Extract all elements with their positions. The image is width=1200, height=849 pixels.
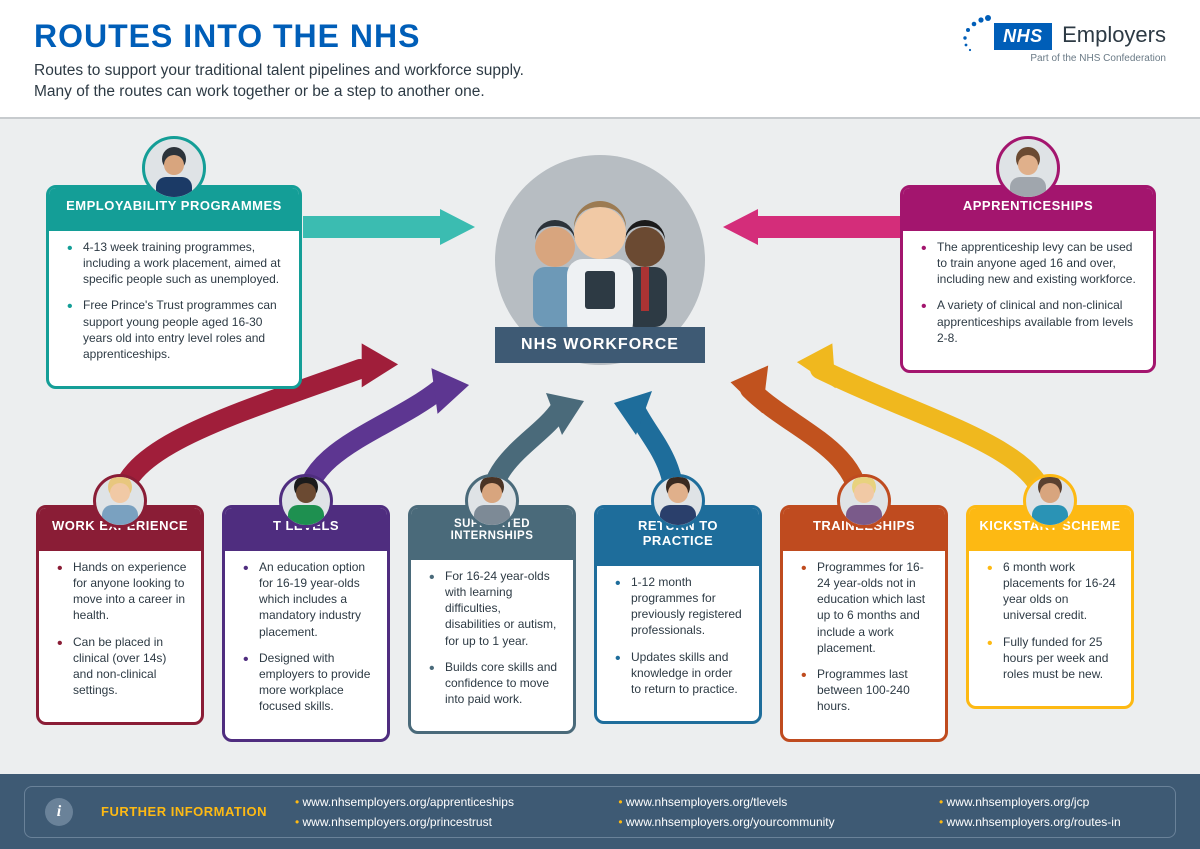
bullet: •Fully funded for 25 hours per week and … (993, 634, 1117, 683)
bullet: •1-12 month programmes for previously re… (621, 574, 745, 639)
confed-text: Part of the NHS Confederation (994, 53, 1166, 64)
card-return-to-practice: RETURN TO PRACTICE •1-12 month programme… (594, 505, 762, 724)
center-label: NHS WORKFORCE (495, 327, 705, 363)
card-bullets: •4-13 week training programmes, includin… (63, 239, 285, 362)
nhs-badge: NHS (994, 23, 1052, 50)
avatar-t-levels (279, 474, 333, 528)
diagram-stage: NHS WORKFORCE EMPLOYABILITY PROGRAMMES •… (0, 119, 1200, 749)
footer-label: FURTHER INFORMATION (101, 804, 267, 819)
center-hub: NHS WORKFORCE (480, 155, 720, 363)
footer-link[interactable]: www.nhsemployers.org/princestrust (295, 815, 548, 829)
avatar-return (651, 474, 705, 528)
logo-dots-icon (954, 14, 994, 54)
bullet: •6 month work placements for 16-24 year … (993, 559, 1117, 624)
card-employability: EMPLOYABILITY PROGRAMMES •4-13 week trai… (46, 185, 302, 389)
nhs-employers-logo: NHS Employers Part of the NHS Confederat… (994, 22, 1166, 64)
arrow-apprenticeships (723, 209, 900, 245)
bullet: •4-13 week training programmes, includin… (73, 239, 285, 288)
avatar-supported (465, 474, 519, 528)
card-work-experience: WORK EXPERIENCE •Hands on experience for… (36, 505, 204, 726)
bullet: •Free Prince's Trust programmes can supp… (73, 297, 285, 362)
bullet: •An education option for 16-19 year-olds… (249, 559, 373, 640)
bullet: •For 16-24 year-olds with learning diffi… (435, 568, 559, 649)
bullet: •A variety of clinical and non-clinical … (927, 297, 1139, 346)
bullet: •Updates skills and knowledge in order t… (621, 649, 745, 698)
bullet: •Can be placed in clinical (over 14s) an… (63, 634, 187, 699)
arrow-employability (303, 209, 475, 245)
card-apprenticeships: APPRENTICESHIPS •The apprenticeship levy… (900, 185, 1156, 373)
avatar-kickstart (1023, 474, 1077, 528)
footer-link[interactable]: www.nhsemployers.org/yourcommunity (618, 815, 869, 829)
card-t-levels: T LEVELS •An education option for 16-19 … (222, 505, 390, 742)
card-traineeships: TRAINEESHIPS •Programmes for 16-24 year-… (780, 505, 948, 742)
footer-link[interactable]: www.nhsemployers.org/apprenticeships (295, 795, 548, 809)
avatar-employability (142, 136, 206, 200)
footer-link[interactable]: www.nhsemployers.org/jcp (939, 795, 1155, 809)
page-subtitle: Routes to support your traditional talen… (34, 61, 1166, 103)
bullet: •The apprenticeship levy can be used to … (927, 239, 1139, 288)
bullet: •Programmes last between 100-240 hours. (807, 666, 931, 715)
employers-text: Employers (1062, 22, 1166, 48)
card-bullets: •The apprenticeship levy can be used to … (917, 239, 1139, 346)
header: ROUTES INTO THE NHS Routes to support yo… (0, 0, 1200, 119)
footer-link[interactable]: www.nhsemployers.org/routes-in (939, 815, 1155, 829)
footer: i FURTHER INFORMATION www.nhsemployers.o… (0, 774, 1200, 849)
info-icon: i (45, 798, 73, 826)
card-kickstart: KICKSTART SCHEME •6 month work placement… (966, 505, 1134, 709)
avatar-work-experience (93, 474, 147, 528)
footer-links: www.nhsemployers.org/apprenticeships www… (295, 795, 1155, 829)
card-supported-internships: SUPPORTED INTERNSHIPS •For 16-24 year-ol… (408, 505, 576, 735)
avatar-apprenticeships (996, 136, 1060, 200)
footer-link[interactable]: www.nhsemployers.org/tlevels (618, 795, 869, 809)
bullet: •Builds core skills and confidence to mo… (435, 659, 559, 708)
bullet: •Programmes for 16-24 year-olds not in e… (807, 559, 931, 656)
bullet: •Designed with employers to provide more… (249, 650, 373, 715)
avatar-traineeships (837, 474, 891, 528)
bullet: •Hands on experience for anyone looking … (63, 559, 187, 624)
